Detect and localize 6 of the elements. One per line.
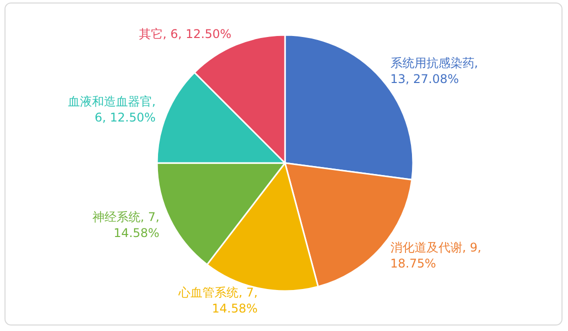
slice-label: 神经系统, 7, 14.58% (92, 210, 160, 240)
slice-label: 血液和造血器官, 6, 12.50% (68, 94, 156, 125)
slice-label: 消化道及代谢, 9, 18.75% (390, 240, 482, 271)
slice-label: 系统用抗感染药, 13, 27.08% (390, 56, 478, 86)
slice-label: 心血管系统, 7, 14.58% (178, 286, 258, 316)
slice-label: 其它, 6, 12.50% (138, 26, 232, 41)
